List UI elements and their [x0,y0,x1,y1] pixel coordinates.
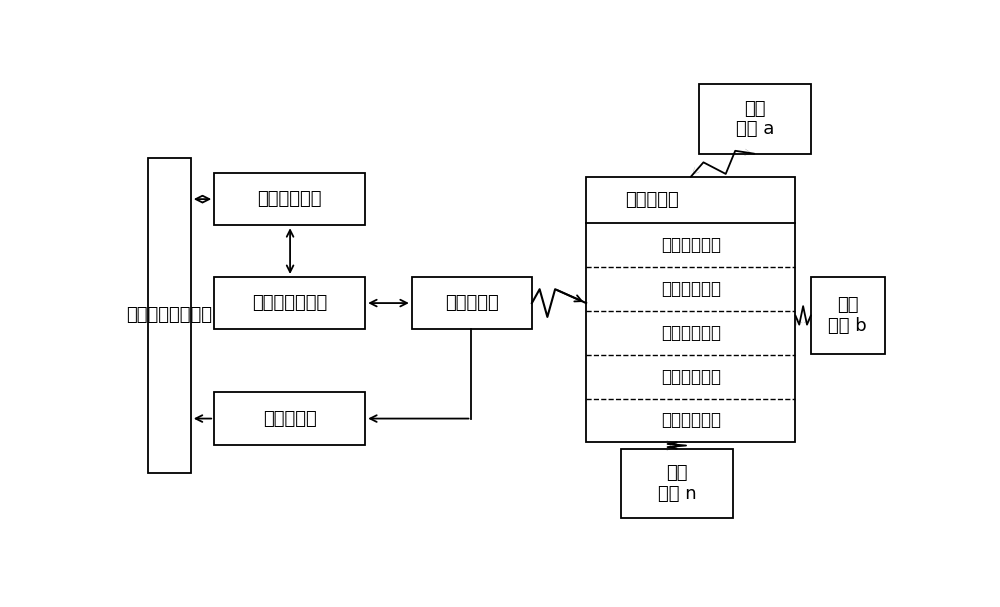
Text: 无土农场种植单元: 无土农场种植单元 [127,307,213,324]
Text: 信息互动单元: 信息互动单元 [661,368,721,385]
Text: 信息存储单元: 信息存储单元 [661,236,721,254]
Bar [214,173,365,225]
Text: 费用支付单元: 费用支付单元 [661,280,721,298]
Bar [148,158,191,473]
Text: 现场信息处理器: 现场信息处理器 [252,294,327,312]
Text: 现场监控单元: 现场监控单元 [257,190,322,208]
Text: 远程
终端 n: 远程 终端 n [658,464,696,503]
Text: 信息展示单元: 信息展示单元 [661,324,721,342]
Bar [811,277,885,354]
Text: 本地服务器: 本地服务器 [445,294,499,312]
Bar [214,277,365,329]
Text: 信息交互单元: 信息交互单元 [661,412,721,430]
Bar [214,392,365,445]
Bar [412,277,532,329]
Bar [621,449,733,518]
Text: 远程
终端 a: 远程 终端 a [736,100,774,138]
Bar [586,177,795,443]
Bar [698,84,811,154]
Text: 远程
终端 b: 远程 终端 b [828,296,867,335]
Text: 远程服务器: 远程服务器 [625,191,679,209]
Text: 农场管理员: 农场管理员 [263,410,317,427]
